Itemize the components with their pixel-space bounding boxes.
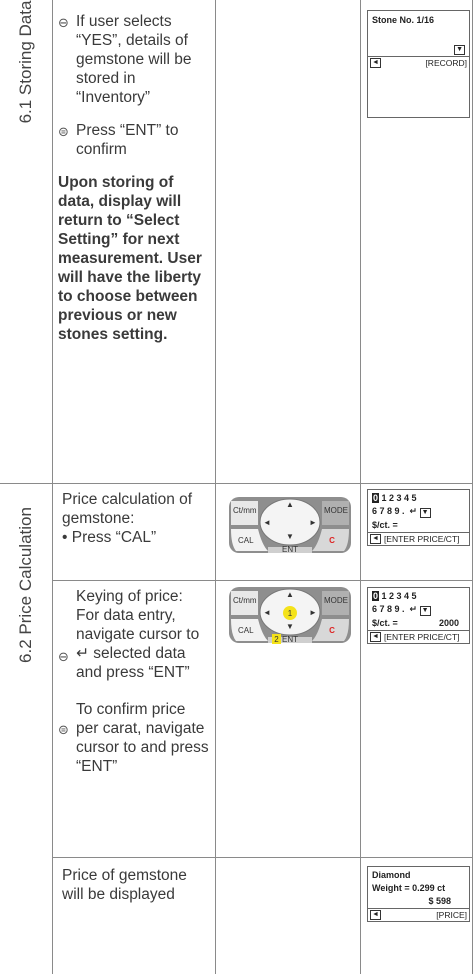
arrow: ◄: [263, 518, 271, 527]
border: [52, 580, 473, 581]
step-marker: [272, 634, 281, 644]
display-footer: [PRICE]: [436, 910, 467, 920]
description: Price of gemstone will be displayed: [62, 866, 192, 904]
display-line: $ 598: [428, 896, 451, 906]
display: 0 1 2 3 4 5 6 7 8 9 . ↵ ▼ $/ct. = 2000 ◄[…: [367, 587, 470, 644]
section-label: 6.1 Storing Data: [16, 0, 35, 124]
key-label: CAL: [238, 626, 254, 635]
key-label: MODE: [324, 506, 348, 515]
keypad: ▲ ▼ ◄ ► Ct/mm MODE CAL ENT C 1 2: [229, 587, 351, 644]
key-label: MODE: [324, 596, 348, 605]
arrow: ►: [309, 608, 317, 617]
key-label: Ct/mm: [233, 506, 257, 515]
key: [322, 591, 349, 615]
key-label: ENT: [282, 635, 298, 644]
bullet: Press “CAL”: [71, 529, 157, 546]
note: Upon storing of data, display will retur…: [58, 174, 202, 343]
border: [52, 857, 473, 858]
cursor: 0: [372, 493, 380, 503]
key: [231, 529, 268, 551]
text: Price calculation of gemstone:: [62, 491, 193, 527]
bullet: Keying of price: For data entry, navigat…: [76, 588, 200, 681]
key: [231, 501, 258, 525]
digits: 6 7 8 9 .: [372, 506, 405, 516]
display: 0 1 2 3 4 5 6 7 8 9 . ↵ ▼ $/ct. = ◄ [ENTE…: [367, 489, 470, 546]
description: Price calculation of gemstone: • Press “…: [62, 490, 212, 547]
border: [0, 483, 473, 484]
price-label: $/ct. =: [372, 618, 398, 628]
arrow: ▲: [286, 590, 294, 599]
price: 2000: [438, 618, 459, 628]
description: ⊖ If user selects “YES”, details of gemst…: [58, 12, 210, 344]
border: [215, 0, 216, 974]
arrow: ◄: [263, 608, 271, 617]
step-marker: [283, 606, 297, 620]
key-label: C: [329, 536, 335, 545]
arrow: ▼: [286, 622, 294, 631]
key-label: Ct/mm: [233, 596, 257, 605]
price-label: $/ct. =: [372, 520, 398, 530]
display-footer: [RECORD]: [425, 58, 467, 68]
border: [52, 0, 53, 974]
display-line: Diamond: [372, 870, 411, 880]
display: Stone No. 1/16 ▼ ◄ [RECORD]: [367, 10, 470, 118]
key: [268, 547, 312, 553]
bullet: If user selects “YES”, details of gemsto…: [76, 13, 192, 106]
display-line: Weight = 0.299 ct: [372, 883, 446, 893]
key: [312, 529, 349, 551]
arrow: ▲: [286, 500, 294, 509]
step-label: 1: [288, 609, 293, 618]
keypad: ▲ ▼ ◄ ► Ct/mm MODE CAL ENT C: [229, 497, 351, 554]
section-label: 6.2 Price Calculation: [16, 507, 35, 663]
key-label: C: [329, 626, 335, 635]
arrow: ►: [309, 518, 317, 527]
key-label: ENT: [282, 545, 298, 554]
display: Diamond Weight = 0.299 ct $ 598 ◄ [PRICE]: [367, 866, 470, 922]
display-footer: [ENTER PRICE/CT]: [383, 534, 460, 544]
description: ⊖ Keying of price: For data entry, naviga…: [58, 588, 209, 775]
arrow: ▼: [286, 532, 294, 541]
text: Price of gemstone will be displayed: [62, 867, 187, 903]
key: [231, 591, 258, 615]
digits: 6 7 8 9 .: [372, 604, 405, 614]
digits: 1 2 3 4 5: [381, 493, 417, 503]
cursor: 0: [372, 591, 380, 601]
border: [360, 0, 361, 974]
key: [312, 619, 349, 641]
bullet: To confirm price per carat, navigate cur…: [76, 701, 209, 775]
key-label: CAL: [238, 536, 254, 545]
digits: 1 2 3 4 5: [381, 591, 417, 601]
display-line: Stone No. 1/16: [372, 15, 435, 25]
key: [322, 501, 349, 525]
bullet: Press “ENT” to confirm: [76, 122, 179, 158]
nav-pad: [259, 498, 321, 546]
display-footer: [ENTER PRICE/CT]: [383, 632, 460, 642]
key: [231, 619, 268, 641]
step-label: 2: [274, 635, 279, 644]
